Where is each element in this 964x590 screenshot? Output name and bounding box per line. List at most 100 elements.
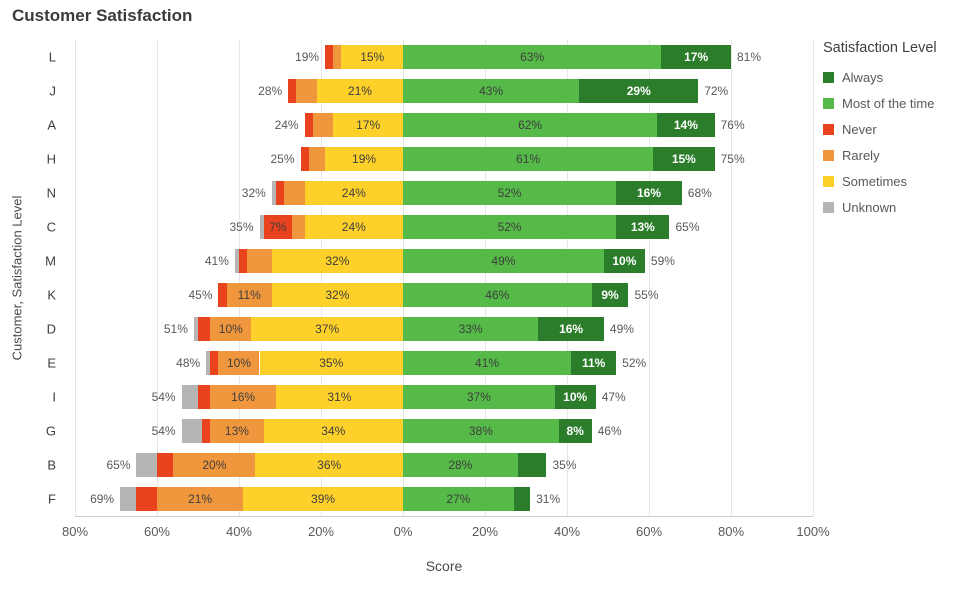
bar-segment-rarely[interactable]	[333, 45, 342, 69]
bar-segment-never[interactable]	[198, 317, 211, 341]
bar-segment-sometimes[interactable]: 24%	[304, 181, 403, 205]
bar-segment-most[interactable]: 28%	[402, 453, 518, 477]
bar-segment-rarely[interactable]: 10%	[210, 317, 252, 341]
category-label-E[interactable]: E	[47, 355, 56, 371]
bar-segment-never[interactable]	[218, 283, 227, 307]
bar-segment-most[interactable]: 38%	[402, 419, 559, 443]
bar-segment-always[interactable]: 10%	[603, 249, 645, 273]
bar-segment-sometimes[interactable]: 21%	[316, 79, 403, 103]
bar-segment-always[interactable]: 13%	[616, 215, 670, 239]
bar-segment-always[interactable]: 8%	[558, 419, 592, 443]
bar-segment-unknown[interactable]	[181, 385, 198, 409]
bar-segment-always[interactable]: 11%	[571, 351, 617, 375]
category-label-F[interactable]: F	[48, 491, 56, 507]
bar-segment-most[interactable]: 63%	[402, 45, 662, 69]
bar-segment-unknown[interactable]	[120, 487, 137, 511]
bar-segment-most[interactable]: 52%	[402, 215, 617, 239]
category-label-N[interactable]: N	[46, 185, 56, 201]
category-label-K[interactable]: K	[47, 287, 56, 303]
bar-segment-rarely[interactable]: 11%	[226, 283, 272, 307]
bar-segment-rarely[interactable]: 16%	[210, 385, 276, 409]
bar-segment-unknown[interactable]	[206, 351, 211, 375]
bar-segment-always[interactable]: 10%	[554, 385, 596, 409]
bar-segment-most[interactable]: 49%	[402, 249, 604, 273]
bar-segment-never[interactable]	[275, 181, 285, 205]
bar-segment-never[interactable]	[156, 453, 174, 477]
category-label-L[interactable]: L	[48, 49, 56, 65]
bar-segment-most[interactable]: 46%	[402, 283, 592, 307]
legend-item-unknown[interactable]: Unknown	[823, 200, 963, 215]
bar-segment-rarely[interactable]	[308, 147, 326, 171]
bar-segment-sometimes[interactable]: 15%	[341, 45, 403, 69]
legend-item-rarely[interactable]: Rarely	[823, 148, 963, 163]
category-label-C[interactable]: C	[46, 219, 56, 235]
category-label-H[interactable]: H	[46, 151, 56, 167]
bar-segment-sometimes[interactable]: 37%	[251, 317, 403, 341]
bar-segment-sometimes[interactable]: 39%	[243, 487, 403, 511]
bar-segment-sometimes[interactable]: 36%	[255, 453, 403, 477]
bar-segment-always[interactable]	[517, 453, 547, 477]
bar-segment-sometimes[interactable]: 24%	[304, 215, 403, 239]
bar-segment-most[interactable]: 41%	[402, 351, 572, 375]
bar-segment-rarely[interactable]	[312, 113, 334, 137]
category-label-A[interactable]: A	[47, 117, 56, 133]
bar-segment-most[interactable]: 43%	[402, 79, 580, 103]
legend-item-sometimes[interactable]: Sometimes	[823, 174, 963, 189]
bar-segment-never[interactable]	[300, 147, 309, 171]
bar-segment-never[interactable]: 7%	[263, 215, 293, 239]
bar-segment-rarely[interactable]	[292, 215, 305, 239]
bar-segment-rarely[interactable]: 21%	[156, 487, 244, 511]
bar-segment-never[interactable]	[210, 351, 219, 375]
bar-segment-sometimes[interactable]: 32%	[271, 283, 403, 307]
bar-segment-sometimes[interactable]: 35%	[259, 351, 403, 375]
bar-segment-never[interactable]	[136, 487, 157, 511]
bar-segment-unknown[interactable]	[234, 249, 239, 273]
bar-segment-always[interactable]	[513, 487, 531, 511]
bar-segment-unknown[interactable]	[193, 317, 198, 341]
bar-segment-never[interactable]	[202, 419, 211, 443]
bar-segment-always[interactable]: 16%	[616, 181, 682, 205]
legend-item-most[interactable]: Most of the time	[823, 96, 963, 111]
category-label-J[interactable]: J	[49, 83, 57, 99]
bar-segment-unknown[interactable]	[271, 181, 276, 205]
bar-segment-rarely[interactable]: 13%	[210, 419, 264, 443]
bar-segment-never[interactable]	[238, 249, 248, 273]
legend-item-never[interactable]: Never	[823, 122, 963, 137]
bar-segment-most[interactable]: 61%	[402, 147, 654, 171]
bar-segment-most[interactable]: 33%	[402, 317, 539, 341]
bar-segment-always[interactable]: 9%	[591, 283, 629, 307]
bar-segment-rarely[interactable]: 10%	[218, 351, 260, 375]
bar-segment-always[interactable]: 29%	[579, 79, 699, 103]
bar-segment-always[interactable]: 17%	[661, 45, 731, 69]
bar-segment-never[interactable]	[325, 45, 334, 69]
bar-segment-sometimes[interactable]: 32%	[271, 249, 403, 273]
bar-segment-sometimes[interactable]: 19%	[325, 147, 403, 171]
category-label-D[interactable]: D	[46, 321, 56, 337]
bar-segment-sometimes[interactable]: 34%	[263, 419, 403, 443]
bar-segment-sometimes[interactable]: 31%	[275, 385, 403, 409]
bar-segment-always[interactable]: 15%	[653, 147, 715, 171]
bar-segment-rarely[interactable]: 20%	[173, 453, 256, 477]
bar-segment-never[interactable]	[288, 79, 297, 103]
bar-segment-rarely[interactable]	[247, 249, 272, 273]
bar-segment-unknown[interactable]	[259, 215, 264, 239]
category-label-I[interactable]: I	[52, 389, 56, 405]
bar-segment-never[interactable]	[198, 385, 211, 409]
category-label-B[interactable]: B	[47, 457, 56, 473]
category-label-M[interactable]: M	[45, 253, 56, 269]
bar-segment-most[interactable]: 52%	[402, 181, 617, 205]
bar-segment-rarely[interactable]	[284, 181, 305, 205]
bar-segment-sometimes[interactable]: 17%	[333, 113, 403, 137]
bar-segment-most[interactable]: 62%	[402, 113, 658, 137]
bar-segment-unknown[interactable]	[136, 453, 157, 477]
bar-segment-unknown[interactable]	[181, 419, 203, 443]
bar-segment-most[interactable]: 37%	[402, 385, 555, 409]
bar-segment-never[interactable]	[304, 113, 313, 137]
category-label-G[interactable]: G	[45, 423, 56, 439]
bar-segment-always[interactable]: 16%	[538, 317, 604, 341]
bar-segment-most[interactable]: 27%	[402, 487, 514, 511]
bar-segment-rarely[interactable]	[296, 79, 317, 103]
segment-value-label: 37%	[315, 322, 340, 336]
legend-item-always[interactable]: Always	[823, 70, 963, 85]
bar-segment-always[interactable]: 14%	[657, 113, 715, 137]
